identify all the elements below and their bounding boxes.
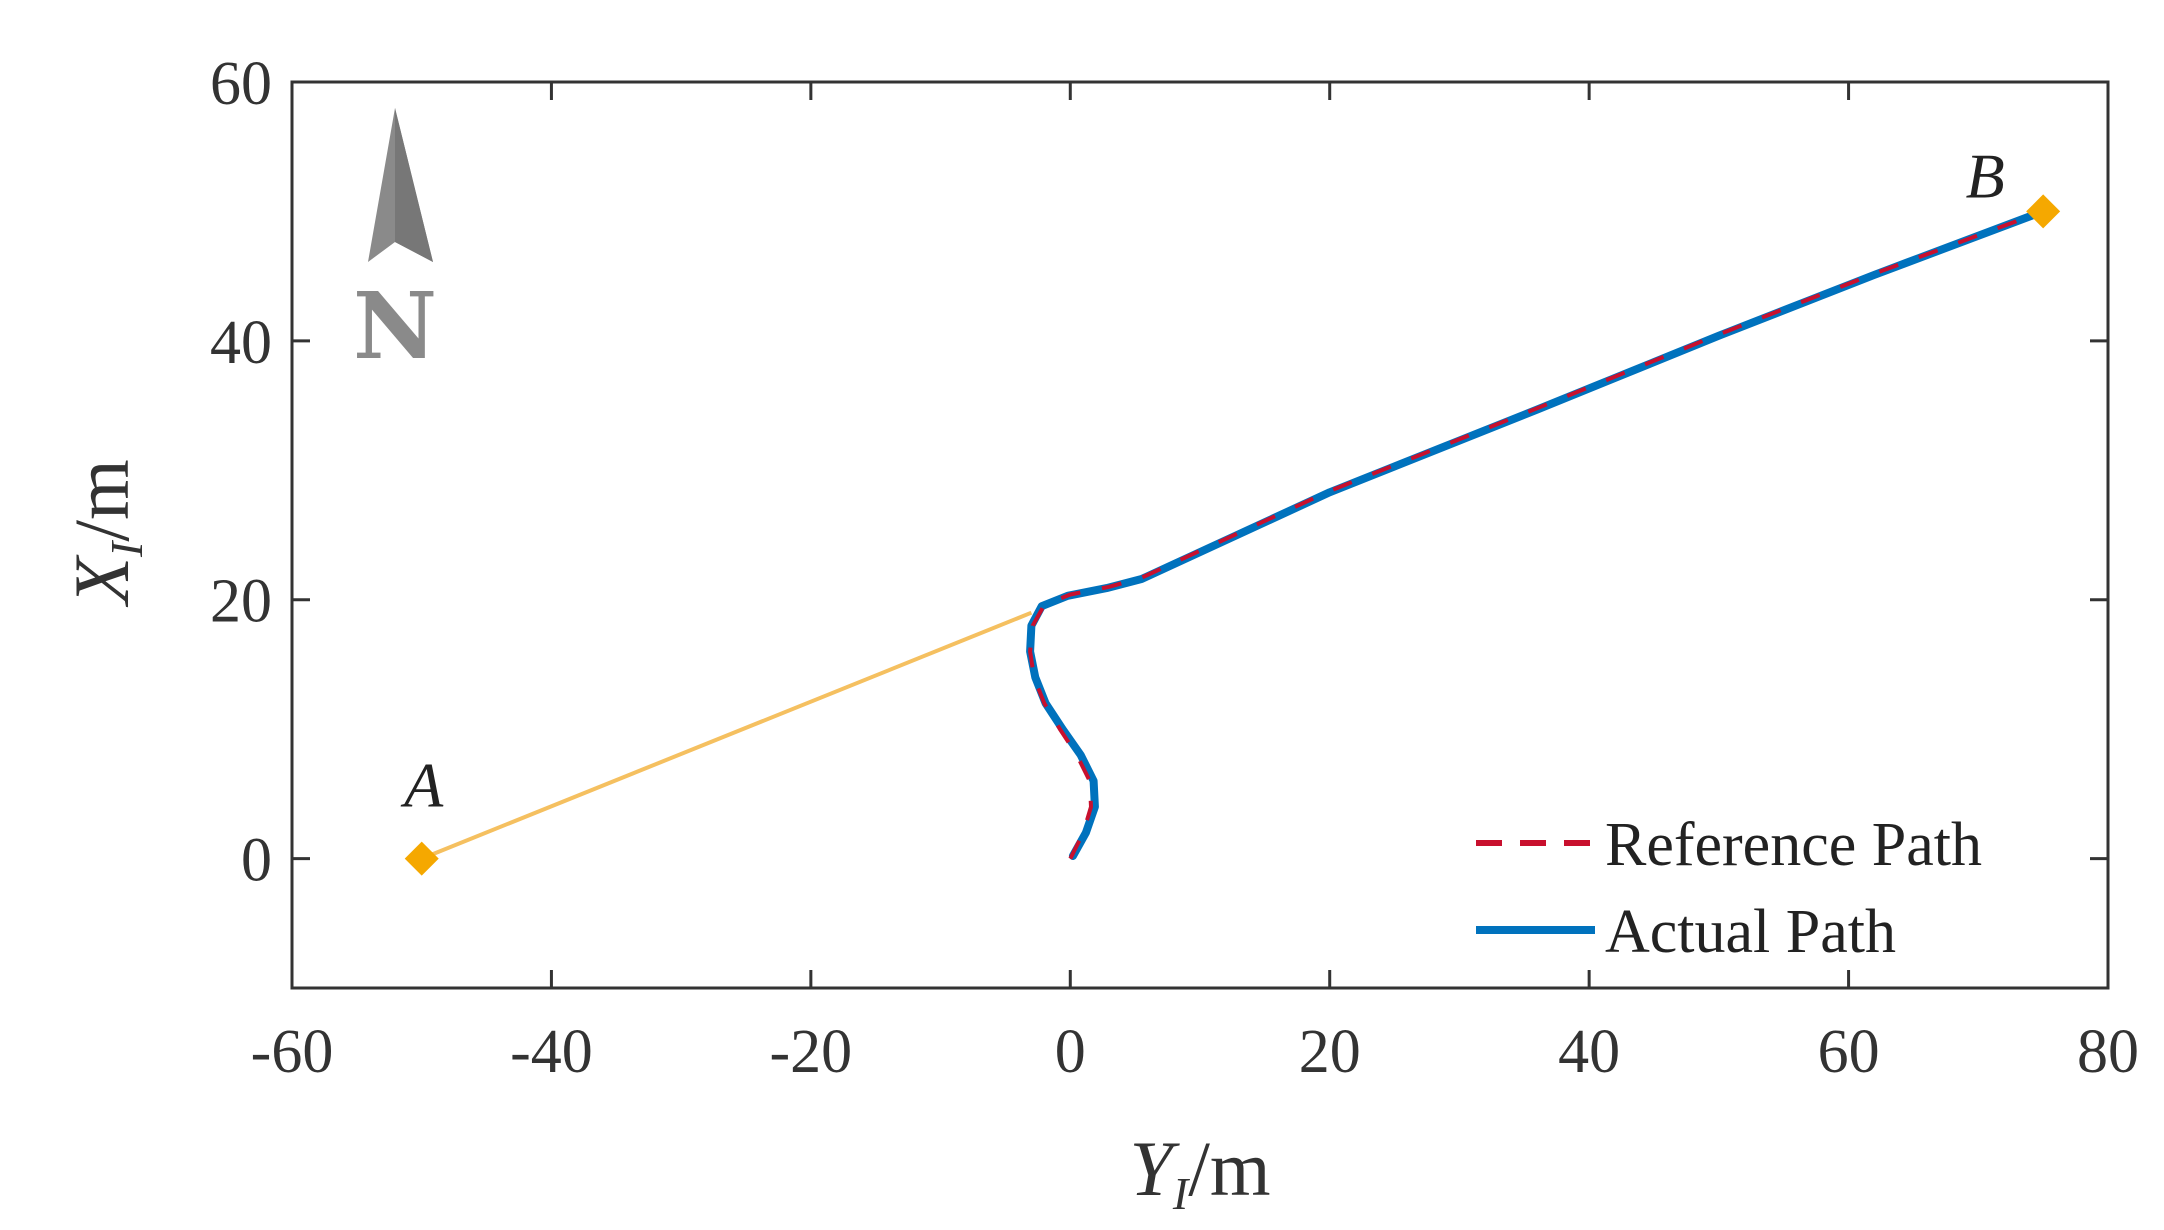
x-tick-label: 40 bbox=[1558, 1018, 1620, 1086]
y-tick-label: 20 bbox=[210, 568, 272, 636]
legend: Reference Path Actual Path bbox=[1476, 811, 1982, 966]
ticks-layer: -60 -40 -20 0 20 40 60 80 0 20 40 60 bbox=[210, 50, 2139, 1086]
markers-layer: AB bbox=[400, 140, 2061, 876]
marker-point-b bbox=[2026, 194, 2061, 229]
x-axis-subscript: I bbox=[1172, 1168, 1191, 1219]
x-axis-symbol: Y bbox=[1129, 1125, 1180, 1212]
x-tick-label: -20 bbox=[770, 1018, 853, 1086]
x-tick-label: 0 bbox=[1055, 1018, 1086, 1086]
x-tick-label: -60 bbox=[251, 1018, 334, 1086]
legend-label-actual-path: Actual Path bbox=[1605, 898, 1896, 966]
x-axis-label: YI/m bbox=[1129, 1125, 1270, 1219]
y-tick-label: 0 bbox=[241, 827, 272, 895]
north-arrow: N bbox=[353, 108, 437, 380]
x-tick-label: 20 bbox=[1299, 1018, 1361, 1086]
y-axis-symbol: X bbox=[58, 554, 145, 608]
guide-line-a-to-turn bbox=[420, 610, 1033, 861]
plot-frame bbox=[290, 80, 2110, 990]
x-tick-label: 80 bbox=[2077, 1018, 2139, 1086]
plot-layer bbox=[420, 207, 2048, 861]
north-arrow-shade bbox=[395, 108, 433, 262]
x-tick-label: -40 bbox=[510, 1018, 593, 1086]
y-tick-label: 40 bbox=[210, 309, 272, 377]
north-letter: N bbox=[353, 272, 437, 380]
y-tick-label: 60 bbox=[210, 50, 272, 118]
marker-point-a bbox=[404, 841, 439, 876]
marker-label-a: A bbox=[400, 750, 444, 821]
series-line-reference-path bbox=[1028, 209, 2044, 860]
y-axis-unit: /m bbox=[58, 459, 145, 541]
x-axis-unit: /m bbox=[1188, 1125, 1270, 1212]
marker-label-b: B bbox=[1966, 140, 2005, 211]
y-axis-label: XI/m bbox=[58, 459, 152, 607]
x-tick-label: 60 bbox=[1818, 1018, 1880, 1086]
legend-label-reference-path: Reference Path bbox=[1605, 811, 1982, 879]
y-axis-subscript: I bbox=[101, 539, 152, 558]
